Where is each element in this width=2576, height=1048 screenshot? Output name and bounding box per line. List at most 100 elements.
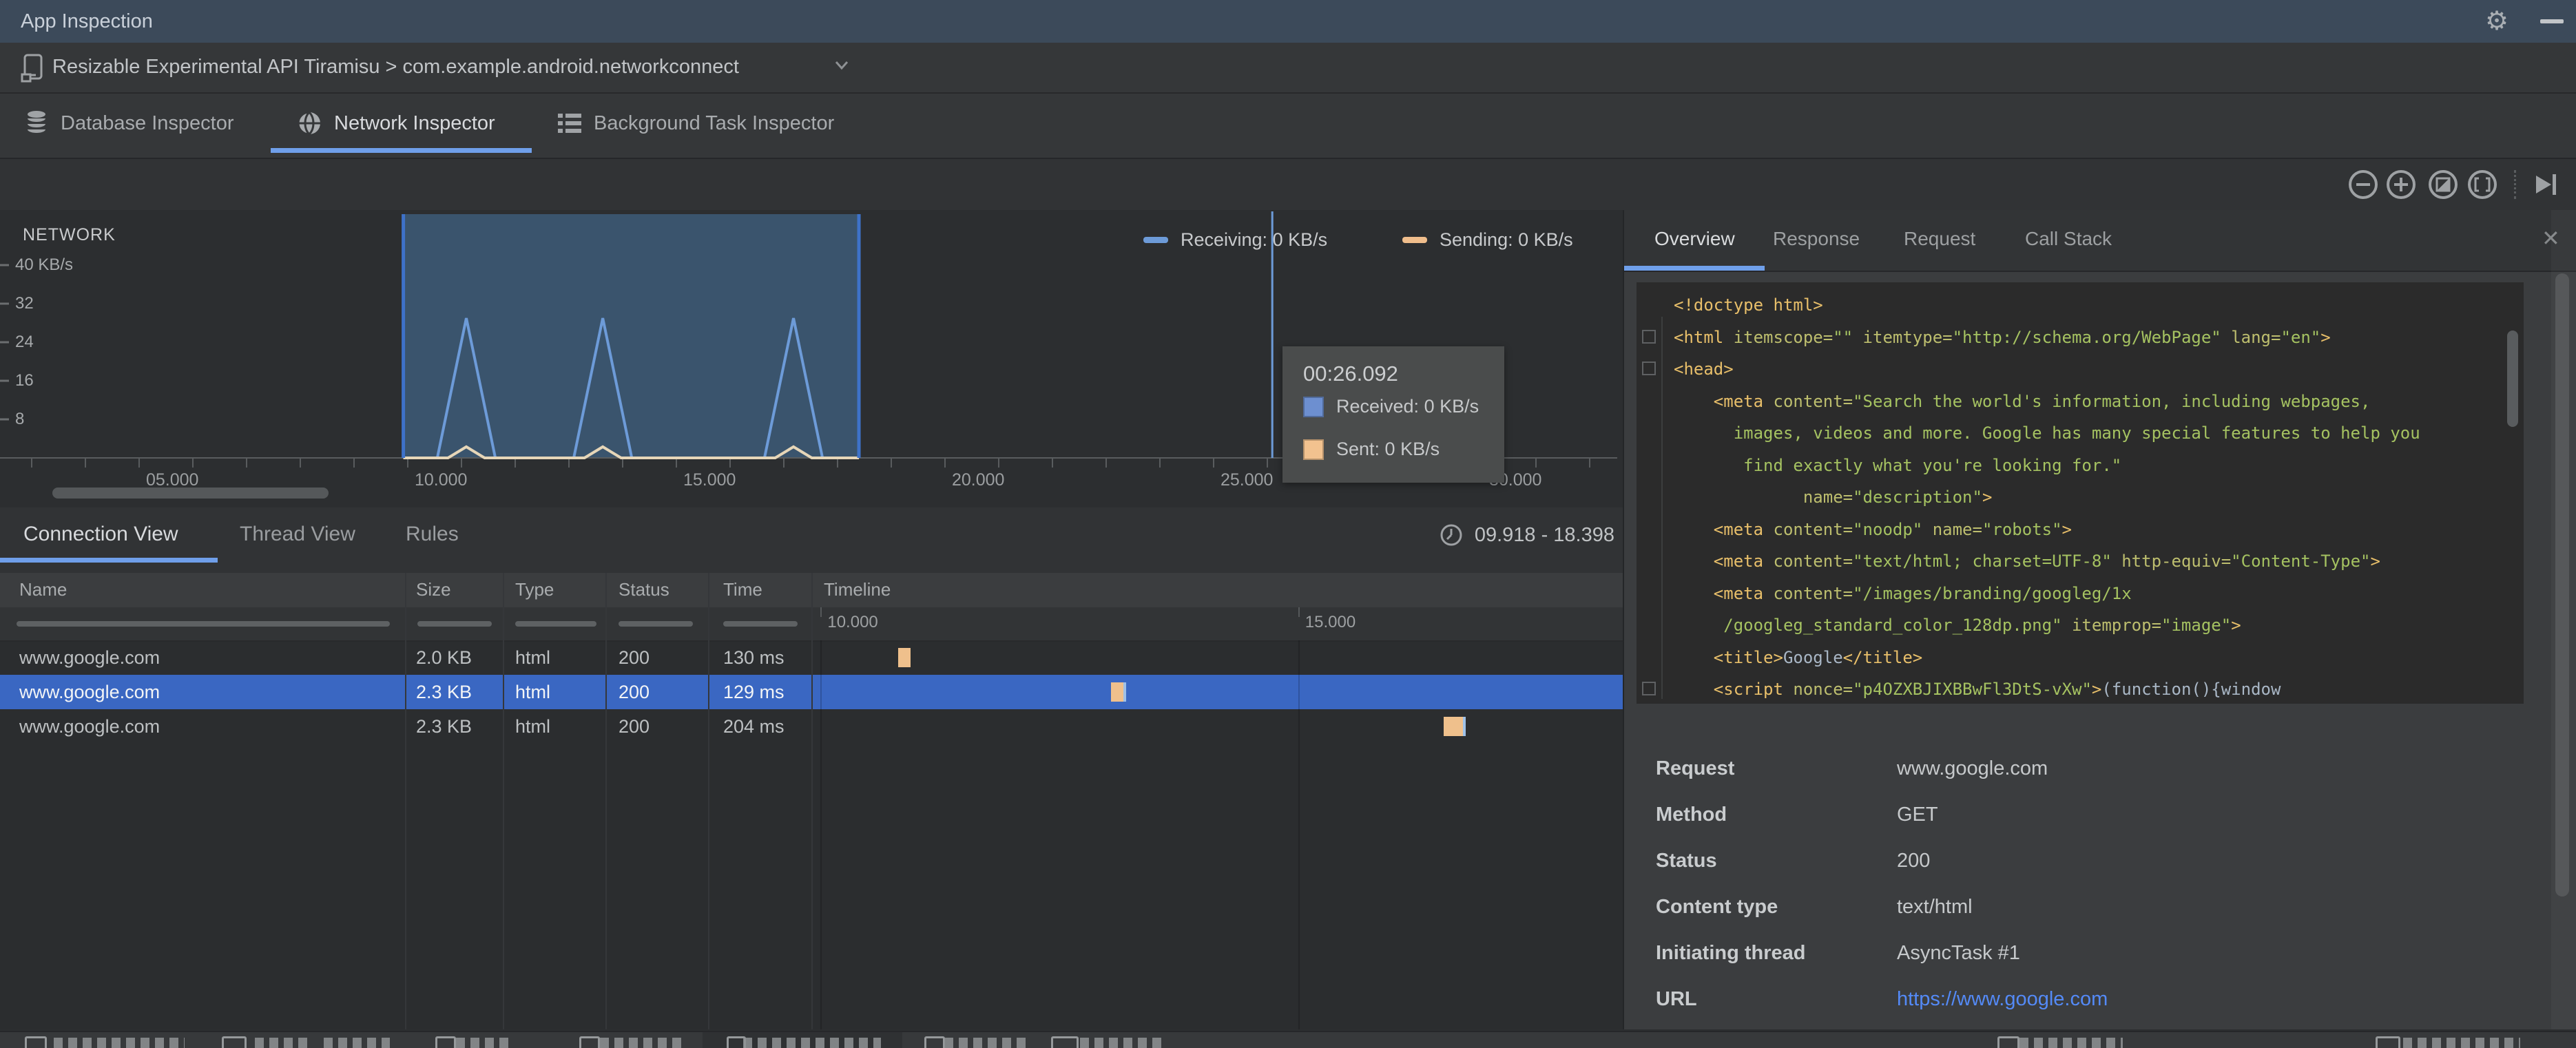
chevron-down-icon: [835, 61, 849, 73]
tab-thread-view[interactable]: Thread View: [240, 523, 355, 545]
field-value: www.google.com: [1897, 757, 2048, 779]
response-preview[interactable]: <!doctype html> <html itemscope="" itemty…: [1637, 282, 2524, 704]
details-tab-bar: ✕ Overview Response Request Call Stack: [1624, 210, 2576, 272]
timeline-marker: [1443, 717, 1463, 736]
process-selector-bar[interactable]: Resizable Experimental API Tiramisu > co…: [0, 43, 2576, 94]
close-icon[interactable]: ✕: [2542, 226, 2560, 251]
tooltip-label: Sent: 0 KB/s: [1336, 439, 1440, 459]
code-line: <meta content="noodp" name="robots">: [1713, 519, 2072, 539]
panel-scrollbar[interactable]: [2555, 273, 2569, 897]
cell-size: 2.3 KB: [416, 682, 472, 702]
column-header-type[interactable]: Type: [515, 579, 554, 600]
svg-text:05.000: 05.000: [146, 470, 198, 490]
column-separator[interactable]: [811, 573, 813, 1029]
column-separator[interactable]: [605, 573, 607, 1029]
tab-network-inspector[interactable]: Network Inspector: [295, 94, 495, 153]
tool-window-button-fragment[interactable]: [54, 1038, 185, 1048]
zoom-to-selection-icon[interactable]: [2466, 169, 2498, 200]
field-label: Content type: [1656, 896, 1778, 918]
tool-window-button-fragment[interactable]: [222, 1036, 247, 1048]
bottom-tool-window-bar[interactable]: [0, 1031, 2576, 1048]
chart-horizontal-scrollbar[interactable]: [52, 488, 329, 499]
tab-database-inspector[interactable]: Database Inspector: [23, 94, 233, 153]
tool-window-button-fragment[interactable]: [1997, 1036, 2019, 1048]
gear-icon[interactable]: ⚙: [2485, 7, 2509, 36]
code-scrollbar[interactable]: [2507, 331, 2518, 427]
code-line: <!doctype html>: [1674, 295, 1823, 315]
tab-response[interactable]: Response: [1773, 228, 1860, 249]
tool-window-button-fragment[interactable]: [1051, 1036, 1079, 1048]
svg-text:25.000: 25.000: [1221, 470, 1273, 490]
legend-label: Receiving: 0 KB/s: [1181, 229, 1328, 250]
field-value: text/html: [1897, 896, 1973, 918]
table-row[interactable]: www.google.com 2.3 KB html 200 204 ms: [0, 709, 1623, 744]
tool-window-button-fragment[interactable]: [2019, 1038, 2123, 1048]
reset-zoom-icon[interactable]: [2427, 169, 2459, 200]
field-value-link[interactable]: https://www.google.com: [1897, 988, 2108, 1010]
tab-background-task-inspector[interactable]: Background Task Inspector: [557, 94, 834, 153]
column-separator[interactable]: [503, 573, 504, 1029]
tool-window-button-fragment[interactable]: [2403, 1038, 2520, 1048]
code-line: <html itemscope="" itemtype="http://sche…: [1674, 327, 2331, 347]
tab-overview[interactable]: Overview: [1654, 228, 1735, 249]
field-label: Initiating thread: [1656, 942, 1806, 964]
tool-window-button-fragment[interactable]: [324, 1038, 390, 1048]
fold-marker[interactable]: [1642, 682, 1656, 695]
minimize-icon[interactable]: [2540, 19, 2564, 23]
tool-window-button-fragment[interactable]: [255, 1038, 310, 1048]
fold-marker[interactable]: [1642, 361, 1656, 375]
column-separator[interactable]: [708, 573, 709, 1029]
column-header-timeline[interactable]: Timeline: [824, 579, 891, 600]
zoom-in-icon[interactable]: [2385, 169, 2417, 200]
code-line: /googleg_standard_color_128dp.png" itemp…: [1674, 616, 2241, 635]
code-line: name="description">: [1803, 488, 1993, 507]
tool-window-button-fragment[interactable]: [25, 1036, 47, 1048]
field-label: Method: [1656, 804, 1727, 826]
field-value: AsyncTask #1: [1897, 942, 2020, 964]
tool-window-button-fragment[interactable]: [1080, 1038, 1167, 1048]
tool-window-button-fragment[interactable]: [2376, 1036, 2400, 1048]
code-line: <script nonce="p4OZXBJIXBBwFl3DtS-vXw">(…: [1713, 680, 2281, 699]
zoom-out-icon[interactable]: [2347, 169, 2379, 200]
tool-window-button-fragment[interactable]: [435, 1036, 456, 1048]
svg-text:15.000: 15.000: [683, 470, 736, 490]
column-filter-bar: [619, 621, 693, 627]
tool-window-button-fragment[interactable]: [924, 1036, 945, 1048]
tab-call-stack[interactable]: Call Stack: [2025, 228, 2112, 249]
toolbar-separator: [2514, 170, 2516, 199]
chart-toolbar: [0, 158, 2576, 211]
timeline-tick-label: 10.000: [827, 613, 878, 631]
field-value: GET: [1897, 804, 1938, 826]
tool-window-button-fragment[interactable]: [600, 1038, 684, 1048]
connection-tab-bar: 09.918 - 18.398 Connection View Thread Vi…: [0, 507, 1623, 573]
tab-rules[interactable]: Rules: [406, 523, 459, 545]
tab-request[interactable]: Request: [1904, 228, 1976, 249]
legend-item: Receiving: 0 KB/s: [1143, 229, 1327, 251]
tab-label: Database Inspector: [61, 112, 234, 134]
tooltip-item: Received: 0 KB/s: [1303, 396, 1479, 417]
chart-tooltip: 00:26.092 Received: 0 KB/s Sent: 0 KB/s: [1282, 346, 1504, 483]
tool-window-button-fragment[interactable]: [944, 1038, 1026, 1048]
tool-window-button-fragment[interactable]: [579, 1036, 600, 1048]
fold-marker[interactable]: [1642, 329, 1656, 344]
tool-window-button-fragment[interactable]: [743, 1038, 881, 1048]
tab-connection-view[interactable]: Connection View: [23, 523, 178, 545]
tool-window-button-fragment[interactable]: [456, 1038, 514, 1048]
column-header-size[interactable]: Size: [416, 579, 451, 600]
field-label: Request: [1656, 757, 1735, 779]
inspector-tab-bar: Database Inspector Network Inspector Backg…: [0, 94, 2576, 158]
active-tab-underline: [1624, 266, 1765, 271]
column-header-time[interactable]: Time: [723, 579, 762, 600]
column-filter-bar: [17, 621, 390, 627]
column-header-name[interactable]: Name: [19, 579, 67, 600]
code-line: <meta content="Search the world's inform…: [1713, 391, 2371, 411]
cell-name: www.google.com: [19, 716, 160, 737]
tab-label: Network Inspector: [334, 112, 495, 134]
column-separator[interactable]: [405, 573, 406, 1029]
cell-time: 130 ms: [723, 647, 785, 668]
column-header-status[interactable]: Status: [619, 579, 669, 600]
table-row[interactable]: www.google.com 2.0 KB html 200 130 ms: [0, 640, 1623, 675]
skip-to-end-icon[interactable]: [2529, 169, 2561, 200]
network-usage-chart[interactable]: 05.000 10.000 15.000 20.000 25.000 30.000 NET…: [0, 210, 1623, 506]
